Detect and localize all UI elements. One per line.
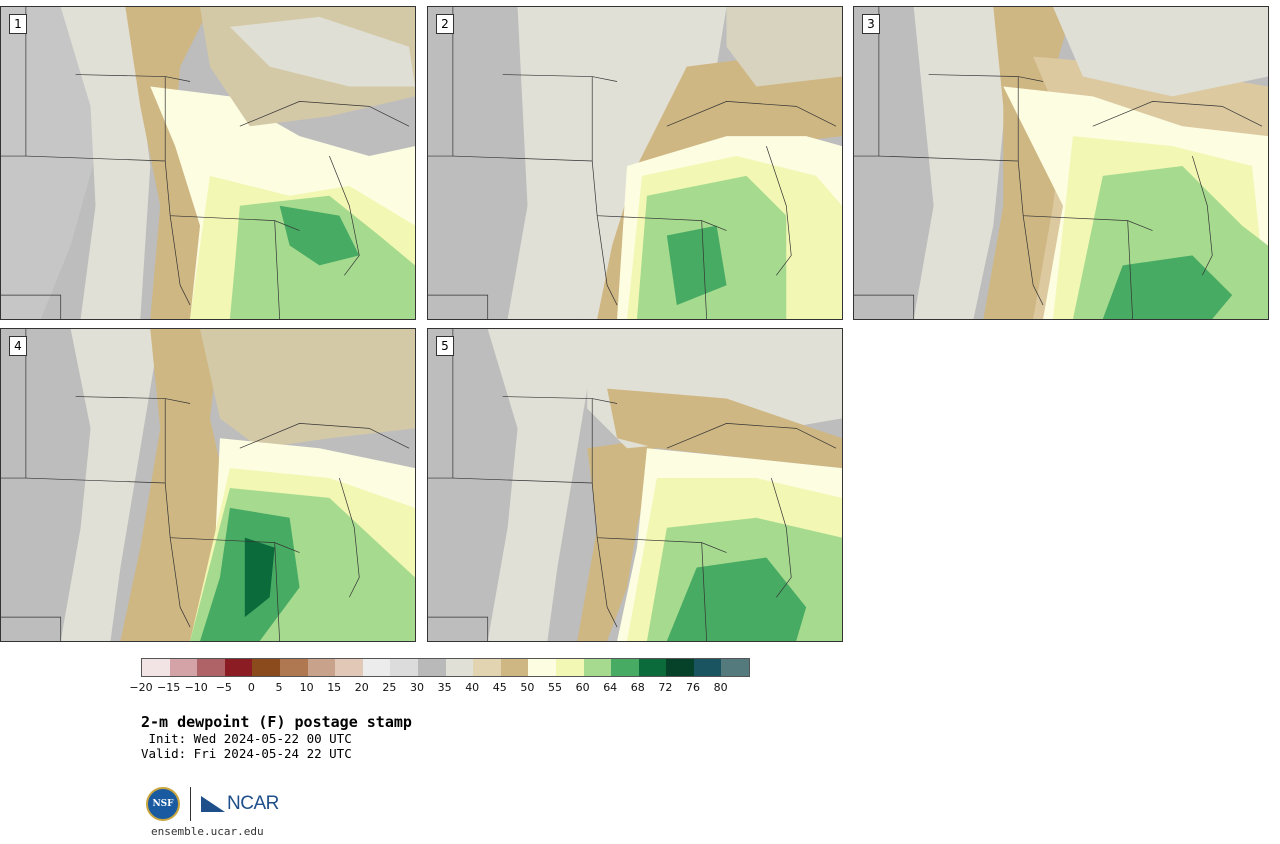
chart-title: 2-m dewpoint (F) postage stamp <box>141 713 412 731</box>
panel-number-4: 4 <box>9 336 27 356</box>
colorbar-tick-label: 25 <box>382 681 397 694</box>
colorbar-swatch <box>224 659 253 676</box>
colorbar-tick-label: 5 <box>275 681 283 694</box>
ncar-mark-icon <box>201 796 225 812</box>
logo-strip: NSF NCAR <box>146 786 279 822</box>
panel-number-2: 2 <box>436 14 454 34</box>
colorbar-tick-label: 20 <box>354 681 369 694</box>
colorbar-tick-label: −5 <box>215 681 232 694</box>
colorbar-swatch <box>335 659 363 676</box>
colorbar-swatch <box>583 659 612 676</box>
colorbar-swatch <box>473 659 501 676</box>
panel-number-3: 3 <box>862 14 880 34</box>
colorbar <box>141 658 751 677</box>
colorbar-swatch <box>197 659 225 676</box>
colorbar-tick-label: 15 <box>327 681 342 694</box>
panel-number-1: 1 <box>9 14 27 34</box>
colorbar-swatch <box>693 659 722 676</box>
colorbar-tick-label: 30 <box>410 681 424 694</box>
dewpoint-map-3 <box>854 7 1268 319</box>
colorbar-tick-label: 72 <box>658 681 673 694</box>
colorbar-swatch <box>142 659 170 676</box>
colorbar-tick-label: −20 <box>129 681 153 694</box>
colorbar-swatch <box>307 659 336 676</box>
valid-time: Valid: Fri 2024-05-24 22 UTC <box>141 746 352 761</box>
colorbar-swatch <box>279 659 308 676</box>
colorbar-swatch <box>721 659 750 676</box>
colorbar-tick-label: 68 <box>630 681 645 694</box>
colorbar-tick-label: 40 <box>465 681 480 694</box>
map-panel-5: 5 <box>427 328 843 642</box>
colorbar-tick-label: 64 <box>603 681 618 694</box>
colorbar-swatch <box>500 659 529 676</box>
init-time: Init: Wed 2024-05-22 00 UTC <box>141 731 352 746</box>
dewpoint-map-2 <box>428 7 842 319</box>
colorbar-ticks: −20 −15 −10 −5 0 5 10 15 20 25 30 35 40 45 50 55 60 64 68 7… <box>129 681 771 697</box>
colorbar-tick-label: 10 <box>299 681 314 694</box>
map-panel-1: 1 <box>0 6 416 320</box>
colorbar-tick-label: 55 <box>548 681 562 694</box>
colorbar-swatch <box>169 659 198 676</box>
dewpoint-map-5 <box>428 329 842 641</box>
dewpoint-map-1 <box>1 7 415 319</box>
colorbar-swatch <box>362 659 391 676</box>
colorbar-tick-label: 45 <box>492 681 507 694</box>
map-panel-2: 2 <box>427 6 843 320</box>
colorbar-swatch <box>666 659 694 676</box>
colorbar-tick-label: 0 <box>247 681 255 694</box>
colorbar-swatch <box>555 659 584 676</box>
colorbar-swatch <box>252 659 280 676</box>
colorbar-swatch <box>445 659 474 676</box>
map-panel-4: 4 <box>0 328 416 642</box>
colorbar-swatch <box>390 659 418 676</box>
colorbar-tick-label: 80 <box>713 681 728 694</box>
nsf-logo: NSF <box>146 787 180 821</box>
panel-number-5: 5 <box>436 336 454 356</box>
colorbar-tick-label: −10 <box>184 681 208 694</box>
colorbar-swatch <box>611 659 639 676</box>
logo-divider <box>190 787 191 821</box>
colorbar-swatch <box>417 659 446 676</box>
map-panel-3: 3 <box>853 6 1269 320</box>
colorbar-swatch <box>638 659 667 676</box>
colorbar-tick-label: 76 <box>686 681 700 694</box>
ncar-logo: NCAR <box>201 793 279 815</box>
colorbar-tick-label: −15 <box>156 681 181 694</box>
colorbar-swatch <box>528 659 556 676</box>
site-url: ensemble.ucar.edu <box>151 825 264 838</box>
colorbar-tick-label: 50 <box>520 681 535 694</box>
colorbar-tick-label: 35 <box>437 681 452 694</box>
dewpoint-map-4 <box>1 329 415 641</box>
colorbar-tick-label: 60 <box>575 681 590 694</box>
